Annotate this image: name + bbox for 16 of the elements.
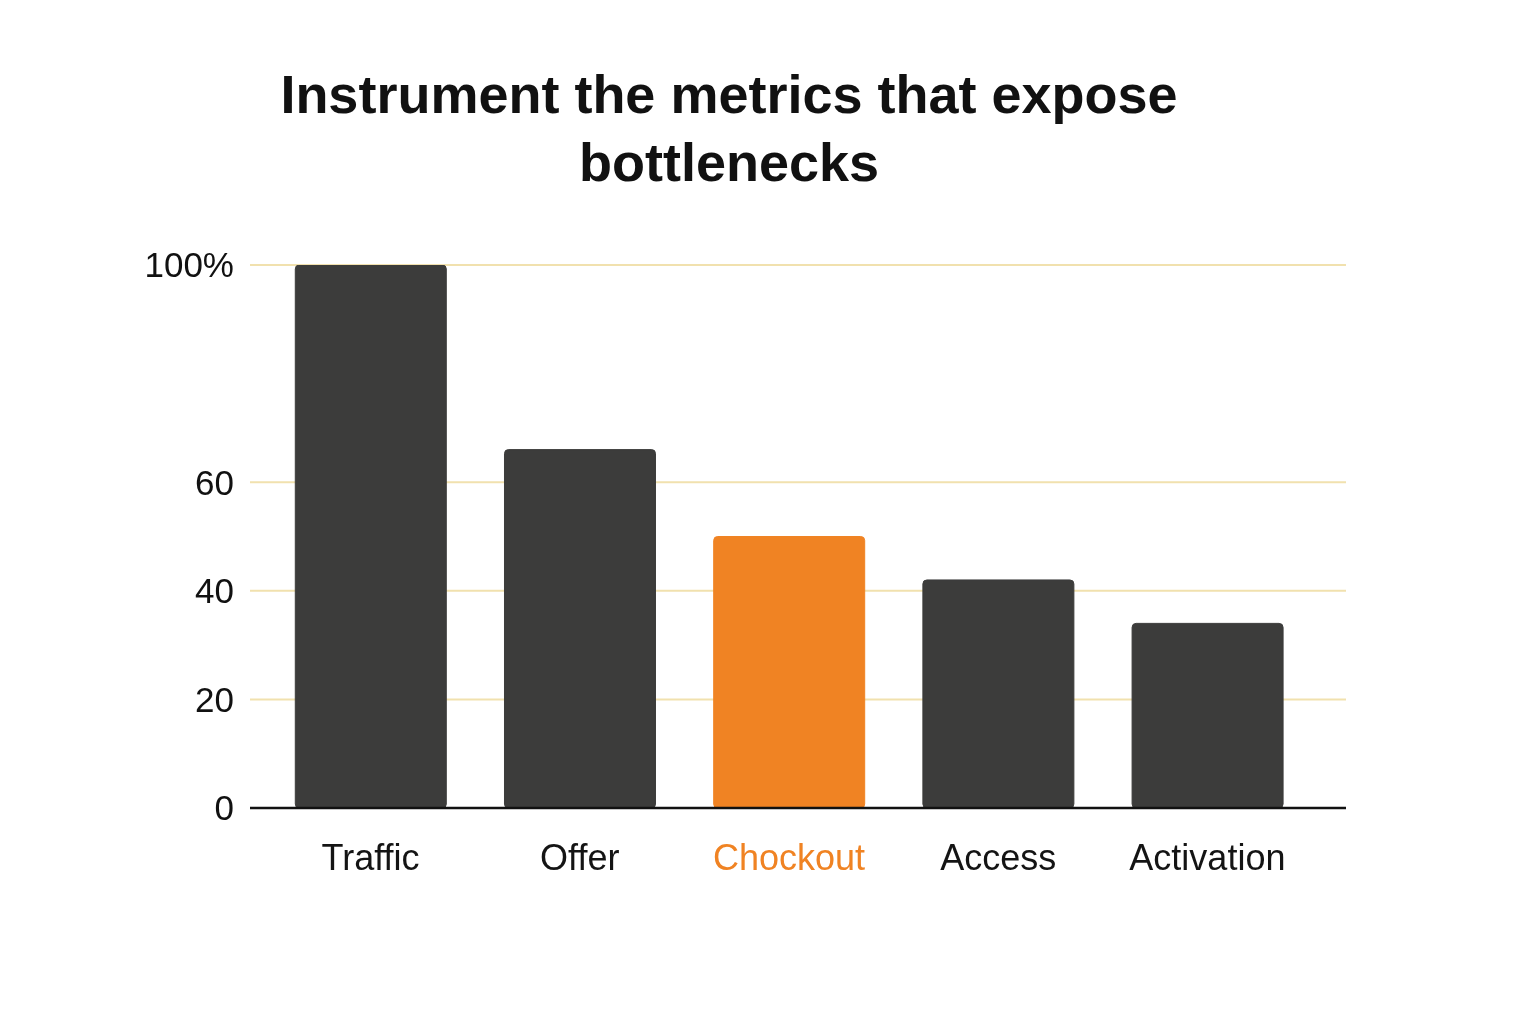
bar [713,536,866,808]
bar [503,449,656,808]
x-tick-label: Traffic [321,836,420,878]
bar [922,579,1075,808]
bar [1131,622,1284,808]
y-tick-label: 60 [195,462,234,502]
y-tick-label: 0 [214,788,234,828]
x-tick-label: Offer [540,836,620,878]
x-tick-label: Chockout [712,836,866,878]
bar [294,265,447,808]
y-tick-label: 40 [195,571,234,611]
y-tick-label: 100% [144,245,234,285]
y-tick-label: 20 [195,679,234,719]
x-tick-label: Access [940,836,1057,878]
x-tick-label: Activation [1129,836,1286,878]
chart-title: Instrument the metrics that expose bottlenecks [279,63,1179,194]
